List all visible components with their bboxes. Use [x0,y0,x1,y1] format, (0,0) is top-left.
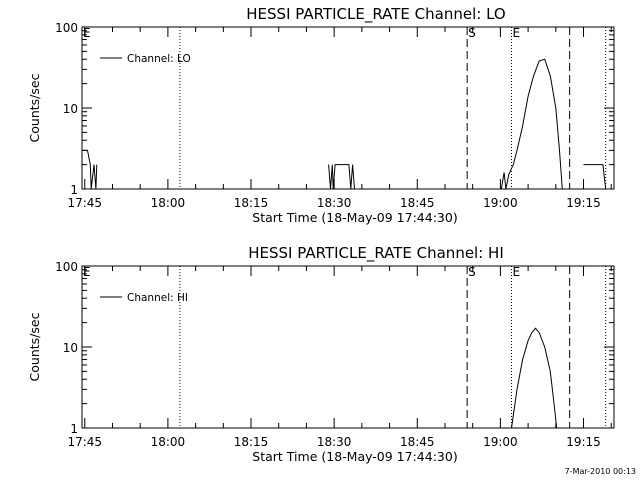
y-tick-label: 1 [70,183,78,197]
series-line-segment [583,164,607,190]
series-line-segment [82,149,98,190]
event-marker-label: S [468,26,476,40]
x-tick-label: 19:00 [483,196,518,210]
x-tick-label: 18:30 [317,196,352,210]
y-axis-label: Counts/sec [27,73,42,142]
x-tick-label: 18:00 [151,435,186,449]
chart-title: HESSI PARTICLE_RATE Channel: LO [246,5,505,24]
x-tick-label: 18:15 [234,196,269,210]
event-marker-label: E [512,265,520,279]
panel-lo: HESSI PARTICLE_RATE Channel: LO 1 10 100 Cou… [27,5,615,225]
event-marker-label: E [83,26,91,40]
x-tick-label: 17:45 [67,196,102,210]
y-axis-label: Counts/sec [27,312,42,381]
x-tick-label: 18:30 [317,435,352,449]
series-line-segment [511,327,558,429]
x-axis-label: Start Time (18-May-09 17:44:30) [252,449,457,464]
event-marker-label: S [468,265,476,279]
x-tick-label: 19:15 [566,196,601,210]
footer-date-stamp: 7-Mar-2010 00:13 [565,467,636,476]
x-tick-label: 19:15 [566,435,601,449]
x-tick-label: 18:15 [234,435,269,449]
series-line-segment [328,164,355,190]
legend-label: Channel: LO [127,53,191,65]
x-tick-label: 18:00 [151,196,186,210]
y-tick-label: 10 [63,102,78,116]
y-tick-label: 10 [63,341,78,355]
legend-label: Channel: HI [127,292,188,304]
chart-title: HESSI PARTICLE_RATE Channel: HI [248,244,504,263]
x-tick-label: 19:00 [483,435,518,449]
y-tick-label: 1 [70,422,78,436]
x-axis-label: Start Time (18-May-09 17:44:30) [252,210,457,225]
panel-hi: HESSI PARTICLE_RATE Channel: HI 1 10 100 Cou… [27,244,615,464]
y-tick-label: 100 [55,260,78,274]
y-tick-label: 100 [55,21,78,35]
x-tick-label: 17:45 [67,435,102,449]
plot-frame [81,265,615,429]
event-marker-label: E [512,26,520,40]
series-line-segment [500,58,563,190]
x-tick-label: 18:45 [400,435,435,449]
x-tick-label: 18:45 [400,196,435,210]
event-marker-label: E [83,265,91,279]
